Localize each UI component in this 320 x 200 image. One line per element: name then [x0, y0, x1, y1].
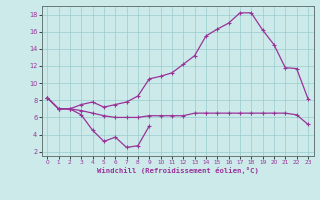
X-axis label: Windchill (Refroidissement éolien,°C): Windchill (Refroidissement éolien,°C)	[97, 167, 259, 174]
